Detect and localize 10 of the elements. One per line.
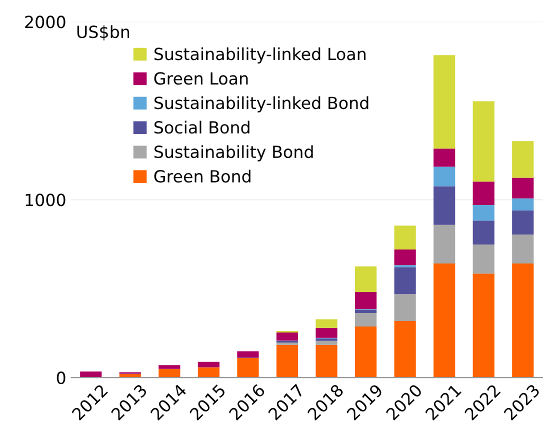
y-axis-title: US$bn bbox=[77, 25, 130, 40]
legend-label: Green Loan bbox=[154, 72, 248, 85]
legend-label: Green Bond bbox=[154, 170, 250, 183]
y-tick-label: 1000 bbox=[26, 194, 66, 206]
y-tick-label: 2000 bbox=[25, 16, 66, 28]
legend-label: Sustainability-linked Loan bbox=[154, 47, 366, 64]
legend-label: Social Bond bbox=[154, 120, 250, 134]
legend-label: Sustainability Bond bbox=[154, 145, 313, 162]
y-tick-label: 0 bbox=[56, 372, 66, 384]
legend-label: Sustainability-linked Bond bbox=[154, 96, 368, 112]
